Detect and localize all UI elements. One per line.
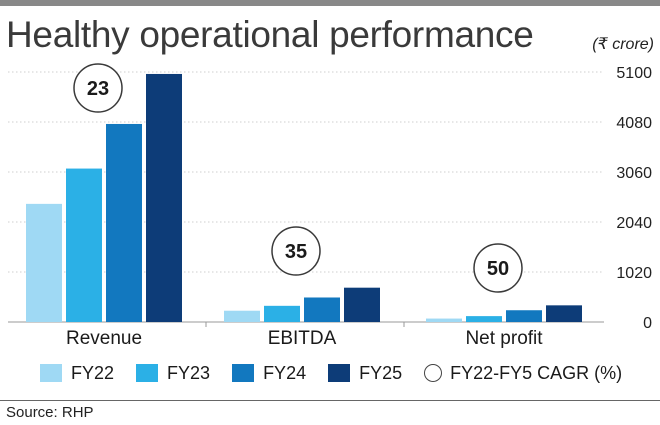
legend-label-fy23: FY23 <box>167 362 211 383</box>
legend-item-fy22: FY22 <box>40 363 114 384</box>
bar-fy23 <box>466 316 502 322</box>
category-label: Revenue <box>66 328 142 349</box>
legend-label-fy24: FY24 <box>263 362 307 383</box>
circle-icon <box>424 364 443 382</box>
source-note: Source: RHP <box>6 404 94 421</box>
cagr-value: 50 <box>487 258 509 280</box>
legend-item-fy23: FY23 <box>136 363 210 384</box>
y-tick-label: 4080 <box>616 115 652 132</box>
y-tick-label: 1020 <box>616 265 652 282</box>
bar-fy24 <box>304 297 340 322</box>
bar-fy23 <box>264 305 300 322</box>
bar-fy25 <box>344 287 380 322</box>
bottom-rule <box>0 400 660 401</box>
unit-label: (₹ crore) <box>592 36 654 53</box>
y-tick-label: 0 <box>643 315 652 332</box>
cagr-value: 23 <box>87 78 109 100</box>
legend-label-cagr: FY22-FY5 CAGR (%) <box>450 362 623 383</box>
legend-item-fy25: FY25 <box>328 363 402 384</box>
bar-fy25 <box>546 305 582 322</box>
y-tick-label: 3060 <box>616 165 652 182</box>
cagr-circle <box>473 243 523 293</box>
bar-fy24 <box>506 310 542 322</box>
legend-label-fy25: FY25 <box>359 362 403 383</box>
y-tick-label: 2040 <box>616 215 652 232</box>
bar-fy22 <box>426 318 462 322</box>
cagr-circle <box>73 63 123 113</box>
legend: FY22 FY23 FY24 FY25 FY22-FY5 CAGR (%) <box>40 358 644 388</box>
legend-swatch-fy23 <box>136 364 159 382</box>
cagr-circle <box>271 226 321 276</box>
chart-title: Healthy operational performance <box>6 14 534 55</box>
top-rule <box>0 0 660 6</box>
y-tick-label: 5100 <box>616 65 652 82</box>
bar-fy22 <box>26 203 62 322</box>
bar-fy22 <box>224 310 260 322</box>
category-label: Net profit <box>465 328 543 349</box>
legend-swatch-fy25 <box>328 364 351 382</box>
legend-label-fy22: FY22 <box>71 362 115 383</box>
legend-swatch-fy22 <box>40 364 62 382</box>
legend-item-fy24: FY24 <box>232 363 306 384</box>
cagr-value: 35 <box>285 241 307 263</box>
legend-item-cagr: FY22-FY5 CAGR (%) <box>424 363 622 384</box>
category-label: EBITDA <box>268 328 337 349</box>
bar-fy24 <box>106 123 142 322</box>
bar-fy23 <box>66 168 102 322</box>
bar-fy25 <box>146 73 182 322</box>
legend-swatch-fy24 <box>232 364 255 382</box>
